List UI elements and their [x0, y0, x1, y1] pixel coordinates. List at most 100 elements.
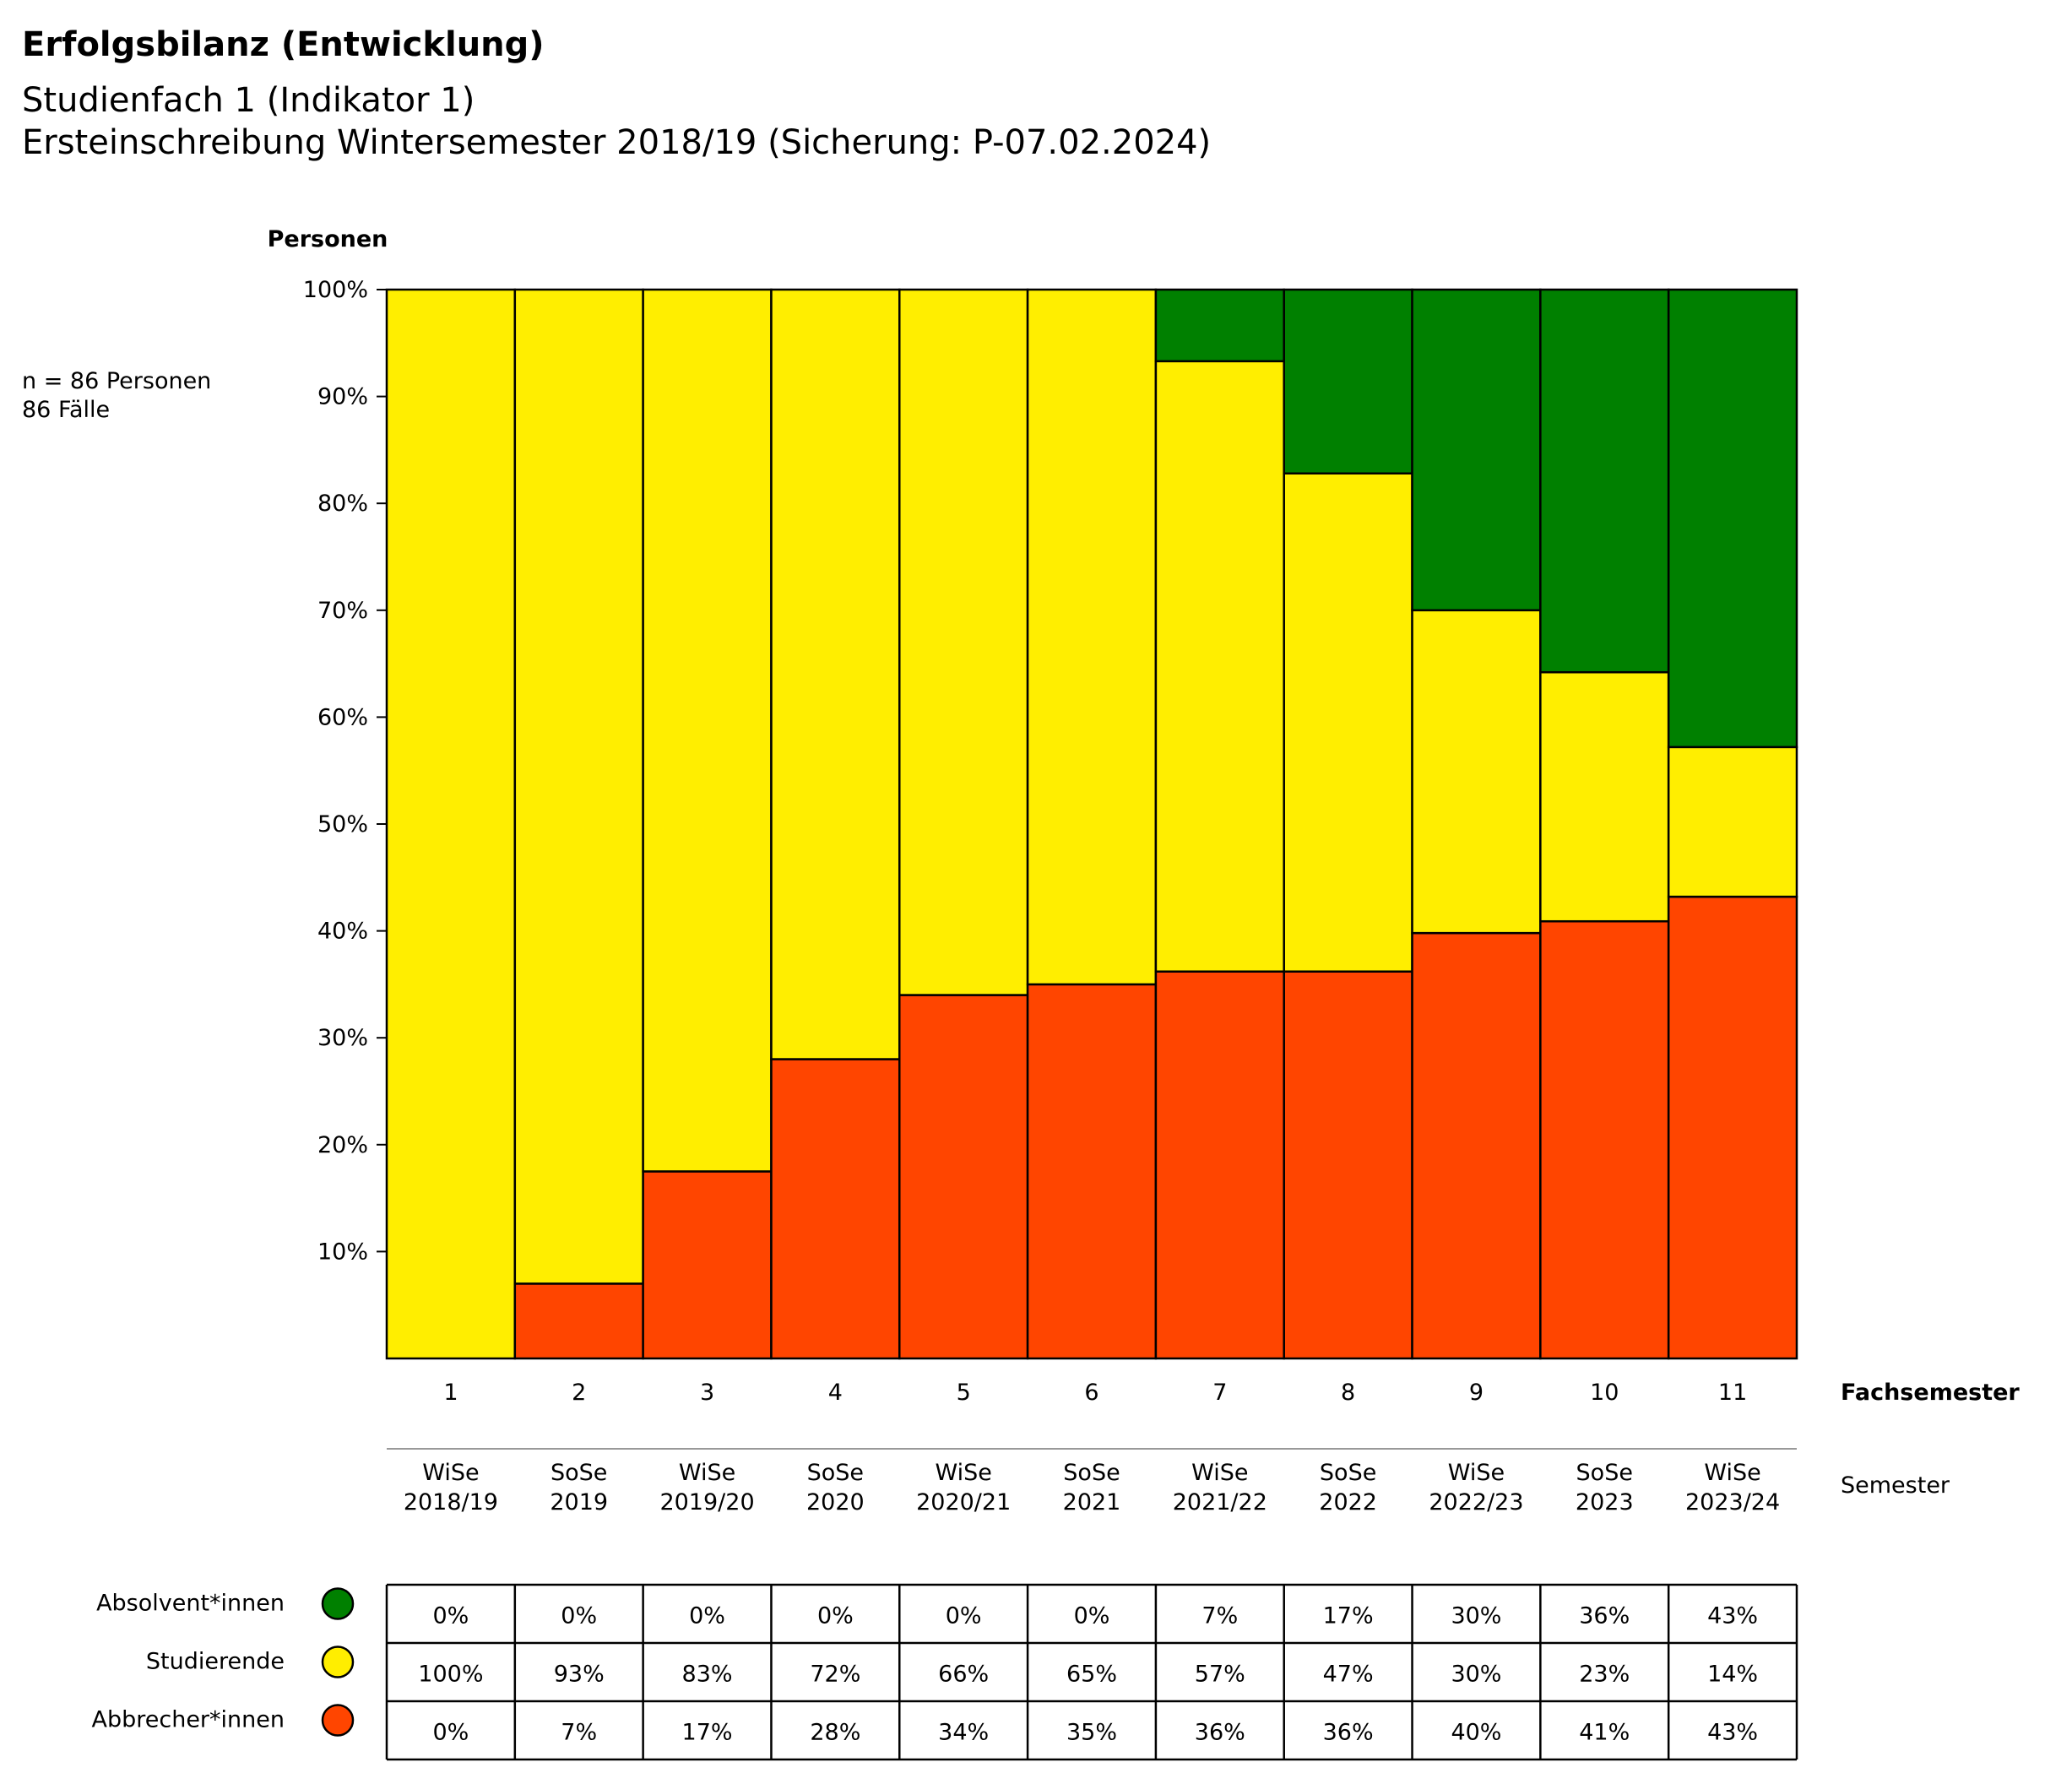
y-tick-label: 80% — [317, 491, 368, 517]
y-tick-label: 70% — [317, 598, 368, 624]
table-cell: 57% — [1195, 1662, 1245, 1688]
chart-subtitle-cohort: Ersteinschreibung Wintersemester 2018/19… — [22, 123, 1212, 162]
semester-label-year: 2020 — [806, 1489, 865, 1515]
x-tick-label: 11 — [1718, 1380, 1747, 1406]
semester-label-year: 2022 — [1319, 1489, 1377, 1515]
y-tick-label: 40% — [317, 919, 368, 945]
bar-segment-studierende-1 — [385, 288, 517, 1360]
table-cell: 40% — [1451, 1720, 1501, 1746]
bar-segment-abbrecher-6 — [1026, 983, 1158, 1360]
table-cell: 7% — [1201, 1603, 1238, 1629]
table-cell: 28% — [810, 1720, 860, 1746]
semester-label-year: 2022/23 — [1429, 1489, 1523, 1515]
semester-axis-title: Semester — [1841, 1472, 1950, 1499]
table-row-label: Absolvent*innen — [96, 1591, 285, 1617]
table-cell: 30% — [1451, 1603, 1501, 1629]
bar-segment-studierende-3 — [642, 288, 773, 1173]
bar-segment-abbrecher-3 — [642, 1170, 773, 1360]
semester-label-term: WiSe — [936, 1460, 992, 1486]
x-tick-label: 5 — [957, 1380, 971, 1406]
y-tick-label: 10% — [317, 1239, 368, 1265]
bar-segment-abbrecher-5 — [898, 994, 1029, 1360]
semester-label-year: 2018/19 — [404, 1489, 498, 1515]
semester-label-term: WiSe — [679, 1460, 735, 1486]
table-cell: 35% — [1066, 1720, 1117, 1746]
semester-label-year: 2019 — [550, 1489, 608, 1515]
semester-label-term: SoSe — [1063, 1460, 1120, 1486]
chart-subtitle-subject: Studienfach 1 (Indikator 1) — [22, 81, 475, 120]
table-cell: 23% — [1579, 1662, 1630, 1688]
bar-segment-studierende-2 — [513, 288, 644, 1285]
table-cell: 7% — [561, 1720, 597, 1746]
bar-segment-absolventen-11 — [1667, 288, 1798, 749]
x-tick-label: 8 — [1341, 1380, 1355, 1406]
cases-note: 86 Fälle — [22, 397, 111, 423]
table-cell: 93% — [554, 1662, 605, 1688]
bar-segment-abbrecher-9 — [1411, 931, 1542, 1360]
table-cell: 100% — [418, 1662, 483, 1688]
x-tick-label: 3 — [700, 1380, 714, 1406]
semester-label-term: SoSe — [807, 1460, 864, 1486]
x-tick-label: 7 — [1212, 1380, 1227, 1406]
x-axis-title: Fachsemester — [1841, 1380, 2020, 1406]
bar-segment-abbrecher-8 — [1283, 970, 1413, 1360]
semester-label-term: SoSe — [1576, 1460, 1633, 1486]
bar-segment-studierende-5 — [898, 288, 1029, 996]
y-axis-title: Personen — [268, 226, 388, 252]
table-cell: 0% — [1074, 1603, 1110, 1629]
semester-label-term: WiSe — [422, 1460, 479, 1486]
bar-segment-abbrecher-10 — [1539, 919, 1670, 1360]
bar-segment-studierende-7 — [1154, 360, 1285, 973]
y-tick-label: 90% — [317, 384, 368, 410]
semester-label-term: WiSe — [1704, 1460, 1760, 1486]
semester-label-year: 2021/22 — [1173, 1489, 1267, 1515]
semester-label-year: 2021 — [1063, 1489, 1121, 1515]
bar-segment-absolventen-10 — [1539, 288, 1670, 674]
sample-size-note: n = 86 Personen — [22, 368, 212, 394]
bar-segment-abbrecher-4 — [770, 1058, 901, 1360]
table-cell: 36% — [1579, 1603, 1630, 1629]
table-cell: 17% — [1323, 1603, 1374, 1629]
table-cell: 0% — [432, 1720, 469, 1746]
bar-segment-abbrecher-11 — [1667, 895, 1798, 1360]
y-tick-label: 30% — [317, 1025, 368, 1051]
y-tick-label: 50% — [317, 811, 368, 838]
semester-label-term: SoSe — [551, 1460, 607, 1486]
x-tick-label: 9 — [1469, 1380, 1483, 1406]
table-cell: 0% — [689, 1603, 725, 1629]
table-cell: 36% — [1195, 1720, 1245, 1746]
x-tick-label: 2 — [572, 1380, 586, 1406]
table-cell: 43% — [1707, 1720, 1758, 1746]
semester-label-term: WiSe — [1191, 1460, 1248, 1486]
table-cell: 0% — [817, 1603, 854, 1629]
table-cell: 30% — [1451, 1662, 1501, 1688]
semester-label-year: 2020/21 — [916, 1489, 1011, 1515]
bar-segment-abbrecher-2 — [513, 1282, 644, 1360]
table-cell: 41% — [1579, 1720, 1630, 1746]
table-cell: 0% — [561, 1603, 597, 1629]
bar-segment-studierende-4 — [770, 288, 901, 1060]
table-cell: 14% — [1707, 1662, 1758, 1688]
y-tick-label: 100% — [303, 277, 368, 303]
y-tick-label: 20% — [317, 1132, 368, 1158]
table-cell: 65% — [1066, 1662, 1117, 1688]
table-row-label: Abbrecher*innen — [92, 1707, 285, 1733]
bar-segment-studierende-8 — [1283, 472, 1413, 973]
y-tick-label: 60% — [317, 704, 368, 730]
table-cell: 36% — [1323, 1720, 1374, 1746]
legend-dot-icon — [321, 1587, 355, 1620]
x-tick-label: 10 — [1590, 1380, 1619, 1406]
bar-segment-absolventen-7 — [1154, 288, 1285, 363]
semester-label-term: SoSe — [1320, 1460, 1376, 1486]
bar-segment-absolventen-8 — [1283, 288, 1413, 475]
table-cell: 0% — [946, 1603, 982, 1629]
bar-segment-studierende-9 — [1411, 609, 1542, 935]
semester-label-year: 2023/24 — [1685, 1489, 1780, 1515]
table-cell: 0% — [432, 1603, 469, 1629]
semester-label-term: WiSe — [1448, 1460, 1505, 1486]
table-cell: 34% — [938, 1720, 989, 1746]
bar-segment-studierende-6 — [1026, 288, 1158, 986]
semester-label-year: 2019/20 — [659, 1489, 754, 1515]
bar-segment-studierende-10 — [1539, 670, 1670, 923]
